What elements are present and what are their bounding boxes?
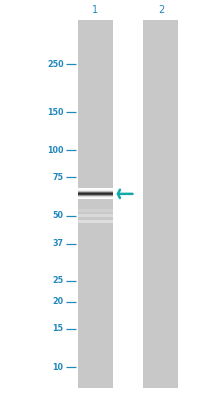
Bar	[78, 214, 112, 217]
Text: 25: 25	[52, 276, 63, 285]
Bar	[78, 197, 112, 198]
Bar	[78, 196, 112, 197]
Text: 10: 10	[52, 362, 63, 372]
Bar	[78, 195, 112, 196]
Bar	[78, 194, 112, 195]
Bar	[78, 198, 112, 199]
Bar	[78, 189, 112, 190]
Bar	[78, 198, 112, 199]
Bar	[78, 194, 112, 195]
Text: 150: 150	[47, 108, 63, 117]
Bar	[78, 190, 112, 191]
Bar	[78, 189, 112, 190]
Bar	[78, 197, 112, 198]
Bar	[78, 191, 112, 192]
Bar	[78, 192, 112, 193]
Bar	[78, 198, 112, 199]
Text: 75: 75	[52, 173, 63, 182]
Text: 1: 1	[92, 5, 98, 15]
Bar	[78, 190, 112, 191]
Bar	[78, 193, 112, 194]
Bar	[78, 190, 112, 191]
Text: 37: 37	[52, 240, 63, 248]
Bar	[78, 193, 112, 194]
Text: 50: 50	[52, 211, 63, 220]
Bar	[78, 192, 112, 193]
Bar	[78, 196, 112, 197]
Bar	[78, 191, 112, 192]
Bar	[78, 195, 112, 196]
Bar	[78, 196, 112, 197]
Bar	[78, 188, 112, 189]
Bar	[78, 20, 112, 388]
Text: 2: 2	[157, 5, 163, 15]
Bar	[78, 194, 112, 195]
Text: 20: 20	[52, 297, 63, 306]
Bar	[78, 195, 112, 196]
Bar	[78, 192, 112, 193]
Bar	[78, 208, 112, 212]
Bar	[78, 191, 112, 192]
Bar	[78, 196, 112, 197]
Text: 100: 100	[47, 146, 63, 155]
Bar	[78, 189, 112, 190]
Bar	[78, 220, 112, 223]
Text: 250: 250	[47, 60, 63, 69]
Bar	[78, 195, 112, 196]
Bar	[143, 20, 177, 388]
Text: 15: 15	[52, 324, 63, 333]
Bar	[78, 188, 112, 189]
Bar	[78, 197, 112, 198]
Bar	[78, 193, 112, 194]
Bar	[78, 191, 112, 192]
